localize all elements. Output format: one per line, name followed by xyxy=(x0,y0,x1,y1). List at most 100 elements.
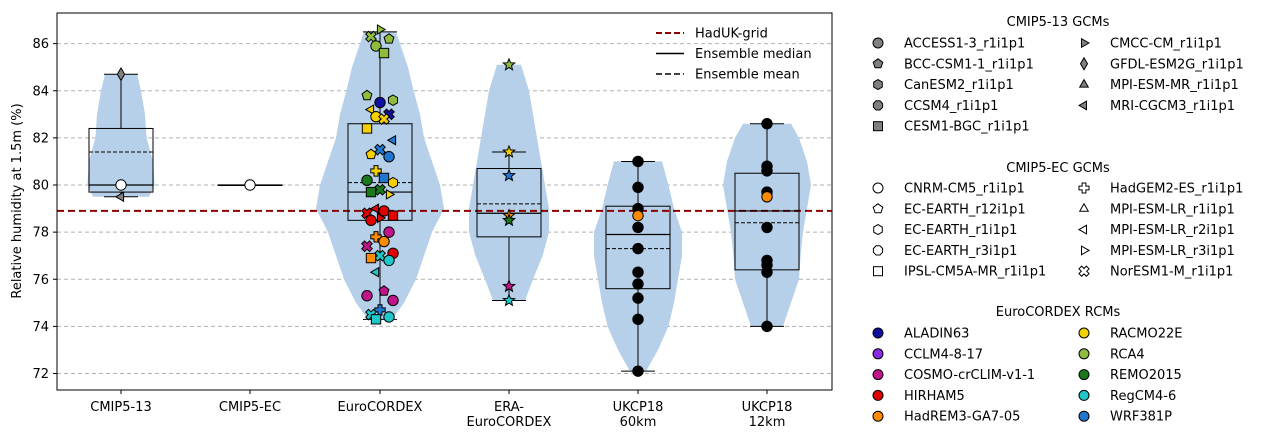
legend-section-title: EuroCORDEX RCMs xyxy=(996,305,1121,320)
legend-item-label: NorESM1-M_r1i1p1 xyxy=(1110,265,1233,280)
x-tick-label: UKCP18 xyxy=(742,400,793,415)
x-tick-label: ERA- xyxy=(494,400,524,415)
data-point xyxy=(388,176,398,189)
plot-frame xyxy=(56,12,833,391)
y-tick-label: 74 xyxy=(32,320,49,335)
data-point xyxy=(361,89,373,101)
data-point xyxy=(502,57,516,71)
legend-marker xyxy=(872,182,884,194)
y-tick-label: 82 xyxy=(32,131,49,146)
legend-item-label: BCC-CSM1-1_r1i1p1 xyxy=(904,57,1034,72)
data-point xyxy=(370,231,382,243)
legend-marker xyxy=(1078,78,1090,88)
legend-marker xyxy=(872,389,884,401)
legend-marker xyxy=(1078,327,1090,339)
data-point xyxy=(383,254,395,267)
data-point xyxy=(114,191,125,203)
data-point xyxy=(374,249,386,262)
data-point xyxy=(632,313,644,326)
legend-item-label: MPI-ESM-LR_r1i1p1 xyxy=(1110,202,1235,217)
legend-item-label: CCSM4_r1i1p1 xyxy=(904,99,998,114)
y-tick-label: 78 xyxy=(32,226,49,241)
legend-item-label: HadGEM2-ES_r1i1p1 xyxy=(1110,182,1243,197)
y-tick-label: 76 xyxy=(32,273,49,288)
y-axis-label: Relative humidity at 1.5m (%) xyxy=(10,103,25,298)
legend-marker xyxy=(1077,224,1087,235)
legend-marker xyxy=(872,369,884,381)
legend-marker xyxy=(1081,37,1091,49)
data-point xyxy=(374,183,386,196)
legend-item-label: ALADIN63 xyxy=(904,327,969,342)
legend-item-label: GFDL-ESM2G_r1i1p1 xyxy=(1110,57,1244,72)
chart-legend: HadUK-grid Ensemble median Ensemble mean xyxy=(656,27,812,83)
axes: 72 74 76 78 80 82 84 86 CMIP5-13 CMIP5-EC EuroCORD… xyxy=(32,37,792,430)
legend-marker xyxy=(1078,369,1090,381)
data-point xyxy=(383,311,395,323)
legend-marker xyxy=(872,100,884,111)
legend-item-label: ACCESS1-3_r1i1p1 xyxy=(904,37,1025,52)
legend-marker xyxy=(1078,202,1090,212)
data-point xyxy=(361,174,373,186)
legend-item-label: CCLM4-8-17 xyxy=(904,347,983,362)
data-point xyxy=(502,293,516,307)
marker-legend: CMIP5-13 GCMs ACCESS1-3_r1i1p1 BCC-CSM1-1_… xyxy=(872,15,1244,425)
data-point xyxy=(632,155,644,168)
data-point xyxy=(761,118,773,130)
data-point xyxy=(376,24,387,35)
data-point xyxy=(632,266,644,278)
legend-item-label: WRF381P xyxy=(1110,410,1172,425)
data-point xyxy=(365,30,377,43)
x-tick-label: UKCP18 xyxy=(613,400,664,415)
x-tick-label: CMIP5-EC xyxy=(219,400,281,415)
legend-item-label: MPI-ESM-LR_r2i1p1 xyxy=(1110,223,1235,238)
box xyxy=(88,127,154,193)
x-tick-label: EuroCORDEX xyxy=(467,415,552,430)
data-point xyxy=(761,320,773,333)
violin-body xyxy=(469,64,549,301)
legend-marker xyxy=(873,79,883,91)
data-point xyxy=(632,181,644,194)
data-point xyxy=(761,165,773,177)
data-point xyxy=(502,278,516,293)
data-point xyxy=(244,179,256,191)
data-point xyxy=(376,212,387,224)
x-tick-label: CMIP5-13 xyxy=(90,400,151,415)
data-point xyxy=(370,40,382,52)
data-point xyxy=(761,266,773,278)
legend-item-label: MPI-ESM-LR_r3i1p1 xyxy=(1110,244,1235,259)
legend-item-label: EC-EARTH_r1i1p1 xyxy=(904,223,1017,238)
data-point xyxy=(632,292,644,304)
data-point xyxy=(374,304,386,316)
data-point xyxy=(374,96,386,109)
data-point xyxy=(361,123,373,134)
data-point xyxy=(378,113,390,125)
data-point xyxy=(632,221,644,234)
legend-item-label: COSMO-crCLIM-v1-1 xyxy=(904,368,1035,383)
data-point xyxy=(502,213,516,227)
legend-item-label: RACMO22E xyxy=(1110,327,1182,342)
data-point xyxy=(370,314,382,325)
data-point xyxy=(383,226,395,238)
data-point xyxy=(385,189,396,200)
data-point xyxy=(365,148,377,160)
legend-section-title: CMIP5-EC GCMs xyxy=(1006,161,1110,176)
legend-marker xyxy=(872,203,884,214)
x-tick-label: 60km xyxy=(620,415,657,430)
violin-body xyxy=(594,161,682,372)
data-point xyxy=(115,179,127,191)
legend-item-label: HadREM3-GA7-05 xyxy=(904,410,1020,425)
legend-item-label: REMO2015 xyxy=(1110,368,1182,383)
data-point xyxy=(632,365,644,377)
data-point xyxy=(388,94,398,106)
y-tick-label: 84 xyxy=(32,84,49,99)
data-point xyxy=(116,67,126,82)
legend-item-label: MRI-CGCM3_r1i1p1 xyxy=(1110,99,1235,114)
legend-marker xyxy=(872,245,884,256)
legend-marker xyxy=(872,327,884,339)
data-point xyxy=(502,144,516,159)
violin-body xyxy=(87,74,155,197)
legend-item-label: RCA4 xyxy=(1110,347,1145,362)
legend-marker xyxy=(873,121,883,132)
y-tick-label: 72 xyxy=(32,367,49,382)
